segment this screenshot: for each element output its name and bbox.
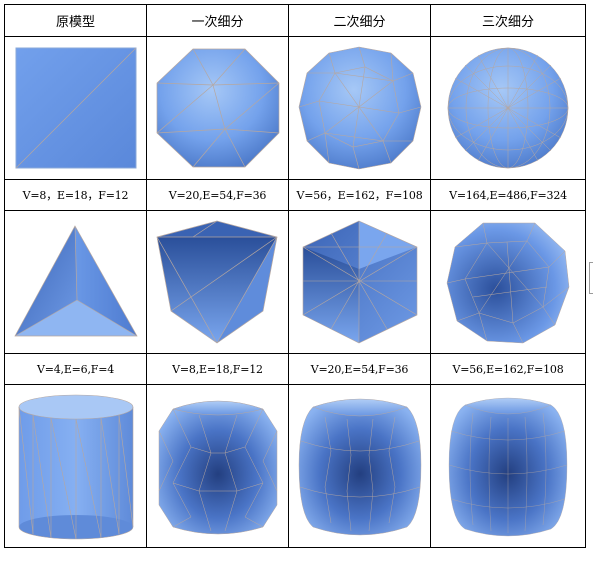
header-original-model: 原模型 xyxy=(4,4,147,37)
tetrahedron-subdivision-3-counts: V=56,E=162,F=108 xyxy=(430,353,586,385)
tetrahedron-subdivision-2-counts: V=20,E=54,F=36 xyxy=(288,353,431,385)
cube-subdivision-2-image xyxy=(288,36,431,180)
cube-subdivision-1-image xyxy=(146,36,289,180)
cube-subdivision-2-counts: V=56，E=162，F=108 xyxy=(288,179,431,211)
tetrahedron-subdivision-1-image xyxy=(146,210,289,354)
page-edge-marker xyxy=(589,262,593,294)
tetrahedron-image-row xyxy=(4,210,586,354)
cube-model-counts: V=8，E=18，F=12 xyxy=(4,179,147,211)
header-third-subdivision: 三次细分 xyxy=(430,4,586,37)
header-first-subdivision: 一次细分 xyxy=(146,4,289,37)
tetrahedron-subdivision-1-counts: V=8,E=18,F=12 xyxy=(146,353,289,385)
cube-subdivision-1-counts: V=20,E=54,F=36 xyxy=(146,179,289,211)
cube-subdivision-3-image xyxy=(430,36,586,180)
tetrahedron-caption-row: V=4,E=6,F=4 V=8,E=18,F=12 V=20,E=54,F=36… xyxy=(4,353,586,385)
cube-model-image xyxy=(4,36,147,180)
cylinder-subdivision-2-image xyxy=(288,384,431,548)
header-second-subdivision: 二次细分 xyxy=(288,4,431,37)
tetrahedron-subdivision-3-image xyxy=(430,210,586,354)
cylinder-model-image xyxy=(4,384,147,548)
cube-image-row xyxy=(4,36,586,180)
cube-caption-row: V=8，E=18，F=12 V=20,E=54,F=36 V=56，E=162，… xyxy=(4,179,586,211)
tetrahedron-subdivision-2-image xyxy=(288,210,431,354)
tetrahedron-model-image xyxy=(4,210,147,354)
cylinder-subdivision-1-image xyxy=(146,384,289,548)
tetrahedron-model-counts: V=4,E=6,F=4 xyxy=(4,353,147,385)
cylinder-image-row xyxy=(4,384,586,548)
cube-subdivision-3-counts: V=164,E=486,F=324 xyxy=(430,179,586,211)
cylinder-subdivision-3-image xyxy=(430,384,586,548)
header-row: 原模型 一次细分 二次细分 三次细分 xyxy=(4,4,586,37)
subdivision-comparison-table: 原模型 一次细分 二次细分 三次细分 xyxy=(4,4,586,548)
